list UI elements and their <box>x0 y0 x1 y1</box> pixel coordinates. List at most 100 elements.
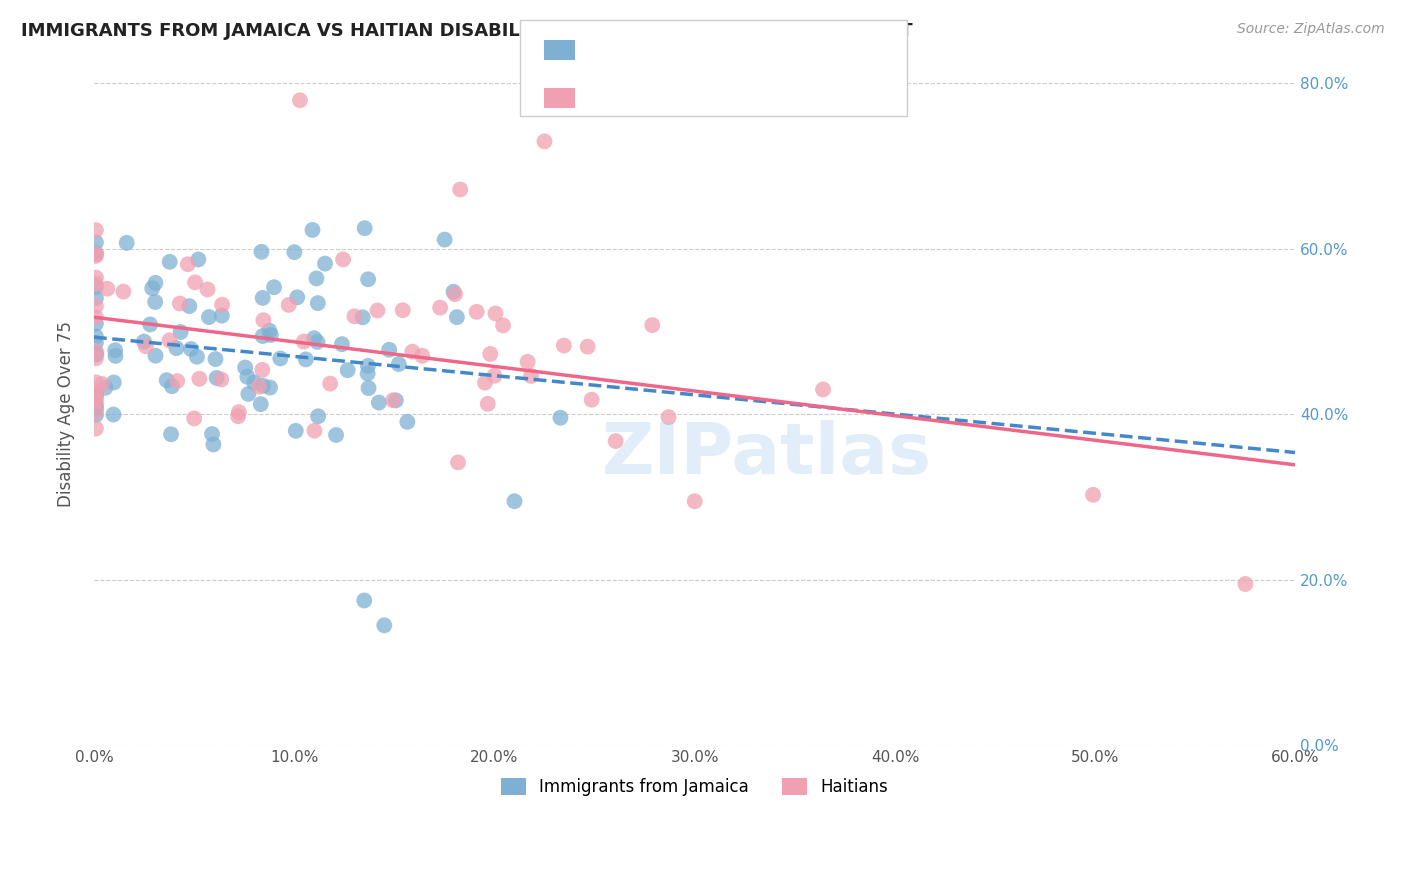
Point <box>260 328 283 343</box>
Point <box>84 246 107 260</box>
Point <box>357 381 380 395</box>
Point <box>484 368 506 383</box>
Point <box>366 303 388 318</box>
Point <box>84 399 107 413</box>
Point <box>516 355 538 369</box>
Point <box>503 494 526 508</box>
Point <box>94 381 117 395</box>
Point <box>104 349 127 363</box>
Point <box>492 318 515 333</box>
Point <box>84 247 107 261</box>
Point <box>84 329 107 343</box>
Legend: Immigrants from Jamaica, Haitians: Immigrants from Jamaica, Haitians <box>495 772 896 803</box>
Point <box>84 351 107 366</box>
Point <box>302 331 325 345</box>
Point <box>238 387 260 401</box>
Point <box>443 285 465 299</box>
Point <box>396 415 419 429</box>
Point <box>247 379 270 393</box>
Point <box>184 276 207 290</box>
Point <box>228 405 250 419</box>
Point <box>446 310 468 325</box>
Text: IMMIGRANTS FROM JAMAICA VS HAITIAN DISABILITY AGE OVER 75 CORRELATION CHART: IMMIGRANTS FROM JAMAICA VS HAITIAN DISAB… <box>21 22 912 40</box>
Point <box>429 301 451 315</box>
Text: Source: ZipAtlas.com: Source: ZipAtlas.com <box>1237 22 1385 37</box>
Point <box>353 221 375 235</box>
Point <box>336 363 359 377</box>
Point <box>385 393 408 408</box>
Point <box>84 408 107 422</box>
Point <box>683 494 706 508</box>
Point <box>373 618 395 632</box>
Point <box>449 182 471 196</box>
Point <box>159 334 181 348</box>
Point <box>533 134 555 148</box>
Point <box>166 374 188 388</box>
Point <box>252 291 274 305</box>
Point <box>201 427 224 442</box>
Point <box>301 223 323 237</box>
Point <box>198 310 221 324</box>
Point <box>141 281 163 295</box>
Point <box>252 313 274 327</box>
Point <box>277 298 299 312</box>
Point <box>188 372 211 386</box>
Point <box>84 376 107 390</box>
Point <box>96 282 118 296</box>
Point <box>84 347 107 361</box>
Point <box>205 371 228 385</box>
Point <box>145 276 167 290</box>
Point <box>388 357 411 371</box>
Point <box>641 318 664 332</box>
Point <box>553 338 575 352</box>
Point <box>159 255 181 269</box>
Point <box>84 343 107 358</box>
Point <box>269 351 291 366</box>
Point <box>325 428 347 442</box>
Point <box>259 380 281 394</box>
Text: 70: 70 <box>752 89 778 107</box>
Point <box>465 305 488 319</box>
Point <box>353 593 375 607</box>
Point <box>84 310 107 325</box>
Point <box>177 257 200 271</box>
Point <box>84 249 107 263</box>
Point <box>84 280 107 294</box>
Text: R =: R = <box>583 89 620 107</box>
Point <box>447 455 470 469</box>
Point <box>84 388 107 402</box>
Point <box>115 235 138 250</box>
Point <box>307 409 329 424</box>
Point <box>84 347 107 361</box>
Point <box>352 310 374 325</box>
Point <box>811 383 834 397</box>
Point <box>479 347 502 361</box>
Point <box>197 283 219 297</box>
Point <box>307 296 329 310</box>
Point <box>233 360 256 375</box>
Point <box>84 270 107 285</box>
Point <box>132 334 155 349</box>
Point <box>156 373 179 387</box>
Point <box>1234 577 1257 591</box>
Point <box>477 397 499 411</box>
Point <box>160 427 183 442</box>
Text: N =: N = <box>706 89 742 107</box>
Point <box>263 280 285 294</box>
Point <box>433 233 456 247</box>
Point <box>187 252 209 267</box>
Point <box>520 368 543 383</box>
Point <box>401 344 423 359</box>
Point <box>252 363 274 377</box>
Point <box>103 376 125 390</box>
Point <box>145 349 167 363</box>
Point <box>307 334 329 349</box>
Point <box>357 359 380 373</box>
Point <box>84 317 107 331</box>
Point <box>382 393 405 408</box>
Point <box>343 310 366 324</box>
Point <box>204 352 226 367</box>
Point <box>368 395 391 409</box>
Point <box>209 372 232 386</box>
Point <box>391 303 413 318</box>
